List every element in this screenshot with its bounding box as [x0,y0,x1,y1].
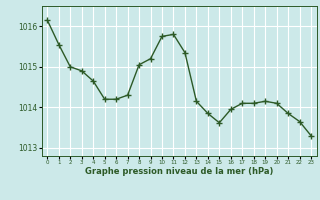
X-axis label: Graphe pression niveau de la mer (hPa): Graphe pression niveau de la mer (hPa) [85,167,273,176]
